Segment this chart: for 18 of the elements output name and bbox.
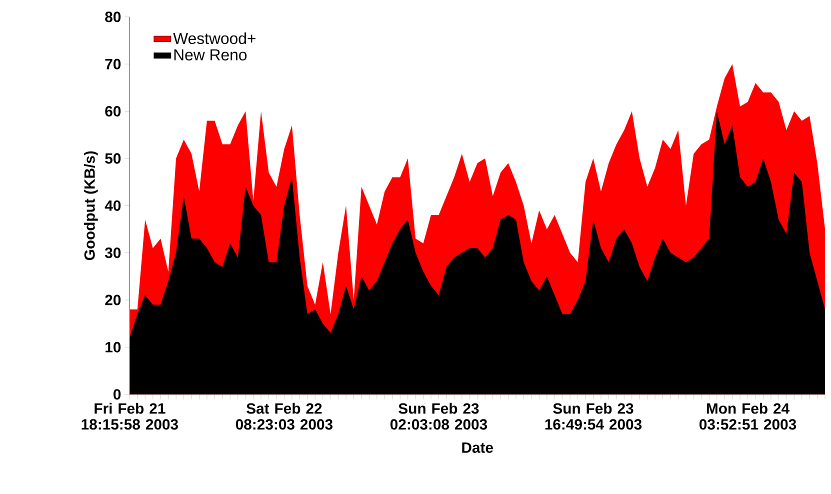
y-tick-label: 10 (106, 342, 121, 353)
y-tick-label: 50 (105, 153, 121, 164)
x-tick-label: Sun Feb 23 16:49:54 2003 (545, 402, 642, 430)
x-tick-label: Sun Feb 23 02:03:08 2003 (390, 402, 488, 430)
legend-label: Westwood+ (173, 32, 256, 44)
y-tick-label: 20 (105, 294, 121, 306)
y-tick-label: 60 (105, 106, 121, 117)
legend-label: New Reno (174, 50, 247, 61)
y-tick-label: 30 (104, 248, 121, 258)
y-axis-title: Goodput (KB/s) (84, 151, 98, 260)
y-tick-label: 0 (114, 389, 121, 400)
y-tick-label: 40 (104, 200, 121, 212)
x-axis-title: Date (462, 442, 493, 454)
y-tick-label: 80 (105, 12, 121, 22)
x-tick-label: Sat Feb 22 08:23:03 2003 (236, 402, 333, 430)
x-tick-label: Fri Feb 21 18:15:58 2003 (82, 402, 178, 430)
y-tick-label: 70 (105, 58, 121, 70)
x-tick-label: Mon Feb 24 03:52:51 2003 (699, 402, 796, 430)
